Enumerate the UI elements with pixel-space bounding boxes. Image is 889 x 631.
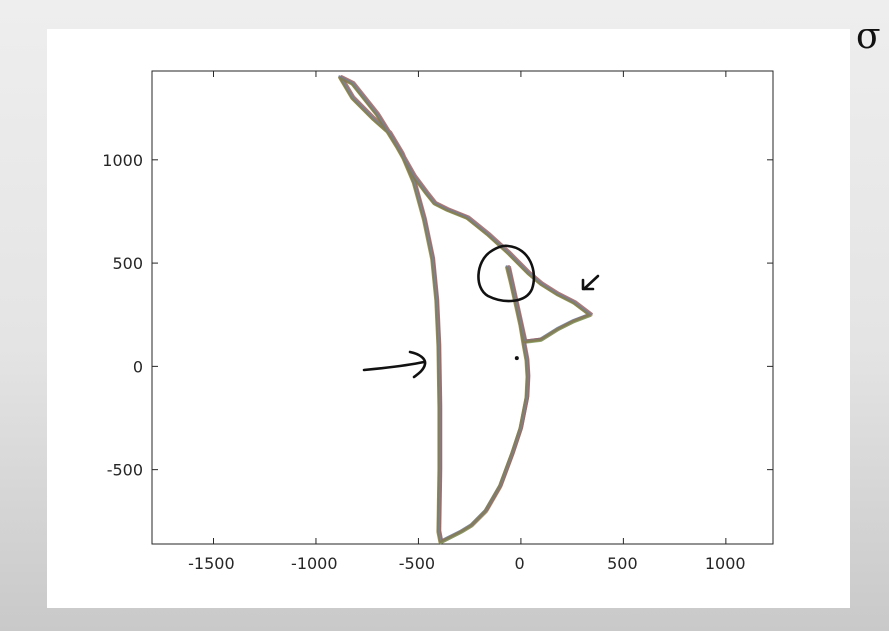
axis-tick-labels: -1500 -1000 -500 0 500 1000 -500 0 500 1… [102, 151, 745, 573]
trajectory-series-group [338, 75, 593, 545]
y-tick-label: -500 [107, 461, 143, 480]
x-tick-label: 500 [607, 554, 638, 573]
trajectory-series-line [338, 76, 591, 544]
annotation-marker-group [514, 356, 519, 361]
annotation-arrow-right [581, 274, 600, 291]
x-tick-label: -1000 [291, 554, 338, 573]
annotation-arrow-left [362, 350, 427, 379]
x-tick-label: 1000 [705, 554, 746, 573]
y-tick-label: 1000 [102, 151, 143, 170]
x-tick-label: -500 [399, 554, 435, 573]
pen-annotations [362, 244, 600, 379]
plot-area [151, 70, 774, 545]
axis-ticks [152, 71, 773, 544]
x-tick-label: 0 [515, 554, 525, 573]
trajectory-series-line [339, 75, 592, 543]
y-tick-label: 0 [133, 357, 143, 376]
y-tick-label: 500 [112, 254, 143, 273]
x-tick-label: -1500 [188, 554, 235, 573]
annotation-marker-point [514, 356, 519, 361]
annotation-circle [477, 244, 536, 303]
corner-mark: σ [856, 16, 881, 57]
